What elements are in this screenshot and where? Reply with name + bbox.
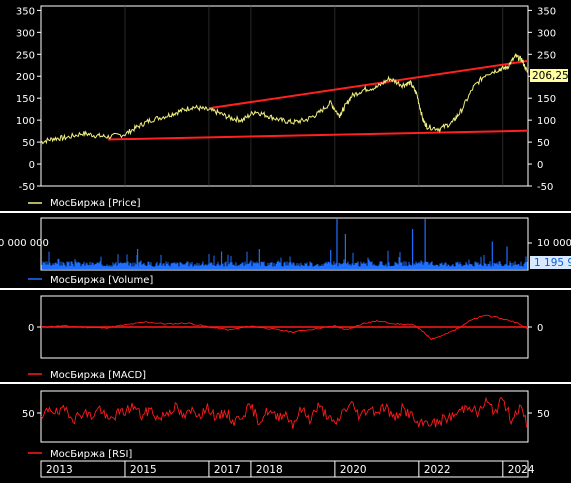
price-trendline: [108, 129, 529, 141]
price-yticks-left: 350 300 250 200 150 100 50 0 -50: [16, 6, 41, 193]
price-ytick-left-label: 150: [16, 94, 35, 105]
price-trendline: [208, 59, 529, 110]
price-ytick-left-label: 350: [16, 6, 35, 17]
price-ytick-right-label: 0: [537, 160, 543, 171]
volume-ytick-left: 0 000 000: [0, 238, 49, 249]
x-axis-tick-label: 2022: [424, 464, 451, 476]
x-axis-tick-label: 2024: [508, 464, 535, 476]
rsi-series-line: [40, 396, 528, 429]
price-ytick-left-label: 250: [16, 50, 35, 61]
rsi-ytick-left: 50: [22, 409, 35, 420]
price-last-value-box: 206,25: [530, 69, 569, 82]
volume-ytick-right: 10 000: [537, 238, 571, 249]
volume-panel: 0 000 000 10 000 1 195 9 МосБиржа [Volum…: [0, 217, 571, 286]
price-last-value: 206,25: [532, 70, 569, 82]
x-axis-tick-label: 2013: [46, 464, 73, 476]
price-ytick-left-label: 200: [16, 72, 35, 83]
volume-last-value: 1 195 9: [534, 257, 571, 269]
rsi-ytick-right: 50: [537, 409, 550, 420]
volume-legend-label: МосБиржа [Volume]: [50, 275, 153, 286]
volume-bars: [41, 219, 528, 269]
price-series-line: [40, 52, 529, 145]
x-axis-tick-label: 2015: [130, 464, 157, 476]
x-axis-tick-label: 2020: [340, 464, 367, 476]
price-ytick-right-label: 350: [537, 6, 556, 17]
x-axis-tick-label: 2018: [256, 464, 283, 476]
price-ytick-right-label: 250: [537, 50, 556, 61]
price-ytick-right-label: 150: [537, 94, 556, 105]
price-last-value-bg: [530, 69, 568, 82]
price-ytick-left-label: -50: [19, 182, 35, 193]
macd-legend-label: МосБиржа [MACD]: [50, 370, 146, 381]
price-legend-label: МосБиржа [Price]: [50, 198, 141, 209]
macd-ytick-right: 0: [537, 323, 543, 334]
price-ytick-left-label: 100: [16, 116, 35, 127]
volume-plot-frame: [40, 217, 529, 271]
macd-panel: 0 0 МосБиржа [MACD]: [28, 295, 543, 381]
price-ytick-left-label: 50: [22, 138, 35, 149]
price-ytick-right-label: 50: [537, 138, 550, 149]
price-trendlines: [108, 59, 529, 141]
price-x-gridlines: [124, 6, 504, 186]
macd-ytick-left: 0: [28, 323, 34, 334]
price-ytick-right-label: -50: [537, 182, 553, 193]
volume-last-value-bg: [530, 256, 571, 269]
rsi-legend-label: МосБиржа [RSI]: [50, 449, 132, 460]
x-axis: 2013 2015 2017 2018 2020 2022 2024: [40, 460, 535, 478]
price-ytick-left-label: 300: [16, 28, 35, 39]
price-panel: 350 300 250 200 150 100 50 0 -50 350 300 250 200 150…: [16, 5, 569, 209]
x-axis-tick-label: 2017: [214, 464, 241, 476]
macd-series-line: [40, 314, 528, 341]
price-ytick-left-label: 0: [29, 160, 35, 171]
x-axis-ticks: 2013 2015 2017 2018 2020 2022 2024: [46, 461, 535, 477]
price-ytick-right-label: 300: [537, 28, 556, 39]
x-axis-frame: [40, 460, 529, 478]
price-plot-frame: [40, 5, 529, 187]
price-ytick-right-label: 100: [537, 116, 556, 127]
rsi-panel: 50 50 МосБиржа [RSI]: [22, 390, 550, 460]
